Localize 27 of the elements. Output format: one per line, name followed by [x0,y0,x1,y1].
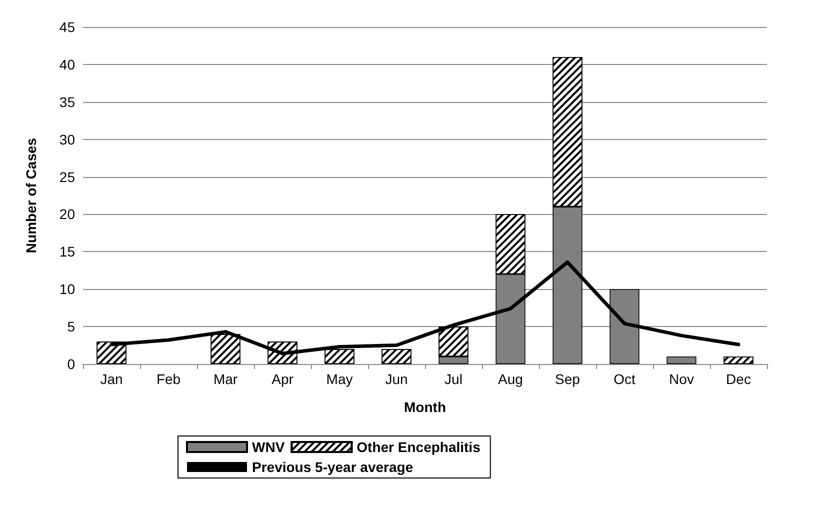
x-tick-label: Apr [272,371,294,387]
y-tick-label: 40 [59,56,76,72]
x-tick-label: Dec [726,371,751,387]
x-tick-label: Feb [156,371,181,387]
legend-label: Previous 5-year average [252,459,414,475]
x-tick-label: Aug [498,371,523,387]
x-tick-label: Sep [555,371,580,387]
y-tick-label: 15 [59,244,76,260]
y-tick-label: 5 [67,318,76,335]
y-tick-label: 30 [59,131,76,148]
y-tick-label: 35 [59,94,76,110]
x-axis-title: Month [404,399,446,415]
x-tick-label: Jan [100,371,123,387]
y-tick-label: 20 [59,206,76,222]
y-tick-label: 0 [67,356,76,372]
y-tick-label: 45 [59,19,76,35]
y-tick-label: 10 [59,281,76,298]
x-tick-label: Mar [213,371,238,387]
legend-label: WNV [252,439,286,455]
legend-label: Other Encephalitis [356,439,481,455]
x-tick-label: Nov [669,371,694,387]
y-axis-title: Number of Cases [23,138,39,254]
x-tick-label: Jul [444,371,462,387]
y-tick-label: 25 [59,168,76,185]
x-tick-label: Jun [385,371,408,387]
x-tick-label: May [326,371,353,387]
x-tick-label: Oct [614,371,636,387]
